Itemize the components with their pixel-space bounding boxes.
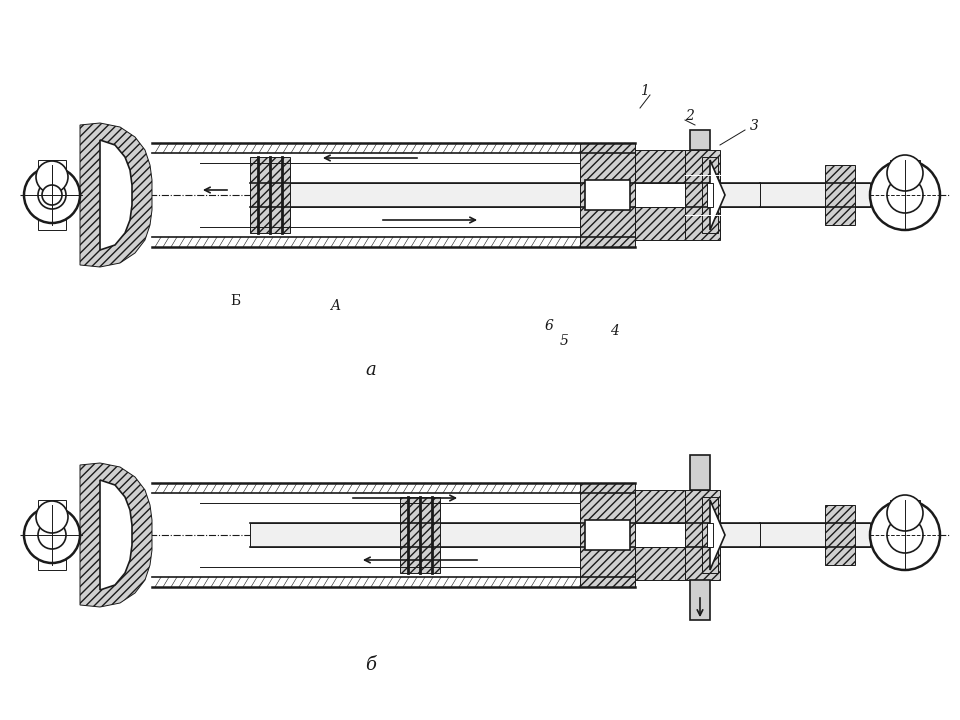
Polygon shape xyxy=(702,157,718,233)
Polygon shape xyxy=(80,463,152,607)
Polygon shape xyxy=(690,455,710,490)
Polygon shape xyxy=(825,505,855,565)
Text: Б: Б xyxy=(230,294,240,308)
Polygon shape xyxy=(890,160,920,190)
Polygon shape xyxy=(250,183,760,207)
Polygon shape xyxy=(825,165,855,225)
Polygon shape xyxy=(400,497,440,573)
Polygon shape xyxy=(585,180,630,210)
Polygon shape xyxy=(760,523,870,547)
Text: 4: 4 xyxy=(610,324,619,338)
Polygon shape xyxy=(702,497,718,573)
Polygon shape xyxy=(707,523,713,547)
Circle shape xyxy=(870,160,940,230)
Circle shape xyxy=(24,507,80,563)
Circle shape xyxy=(870,500,940,570)
Polygon shape xyxy=(685,490,720,580)
Circle shape xyxy=(24,167,80,223)
Circle shape xyxy=(887,155,923,191)
Circle shape xyxy=(36,501,68,533)
Circle shape xyxy=(887,517,923,553)
Text: 2: 2 xyxy=(685,109,694,123)
Polygon shape xyxy=(890,500,920,530)
Text: 3: 3 xyxy=(750,119,758,133)
Text: 6: 6 xyxy=(545,319,554,333)
Polygon shape xyxy=(635,150,685,240)
Polygon shape xyxy=(38,500,66,570)
Polygon shape xyxy=(250,157,290,233)
Circle shape xyxy=(42,185,62,205)
Polygon shape xyxy=(690,580,710,620)
Polygon shape xyxy=(580,143,635,247)
Polygon shape xyxy=(250,523,760,547)
Circle shape xyxy=(38,521,66,549)
Circle shape xyxy=(887,177,923,213)
Circle shape xyxy=(887,495,923,531)
Polygon shape xyxy=(585,520,630,550)
Polygon shape xyxy=(580,483,635,587)
Polygon shape xyxy=(635,490,685,580)
Polygon shape xyxy=(760,183,870,207)
Polygon shape xyxy=(710,500,725,570)
Text: a: a xyxy=(365,361,375,379)
Polygon shape xyxy=(38,160,66,230)
Text: 5: 5 xyxy=(560,334,569,348)
Text: б: б xyxy=(365,656,376,674)
Polygon shape xyxy=(100,480,132,590)
Polygon shape xyxy=(100,140,132,250)
Polygon shape xyxy=(80,123,152,267)
Polygon shape xyxy=(635,183,685,207)
Polygon shape xyxy=(690,130,710,150)
Polygon shape xyxy=(710,160,725,230)
Circle shape xyxy=(36,161,68,193)
Text: A: A xyxy=(330,299,340,313)
Circle shape xyxy=(38,181,66,209)
Polygon shape xyxy=(635,523,685,547)
Polygon shape xyxy=(707,183,713,207)
Polygon shape xyxy=(685,150,720,240)
Text: 1: 1 xyxy=(640,84,649,98)
